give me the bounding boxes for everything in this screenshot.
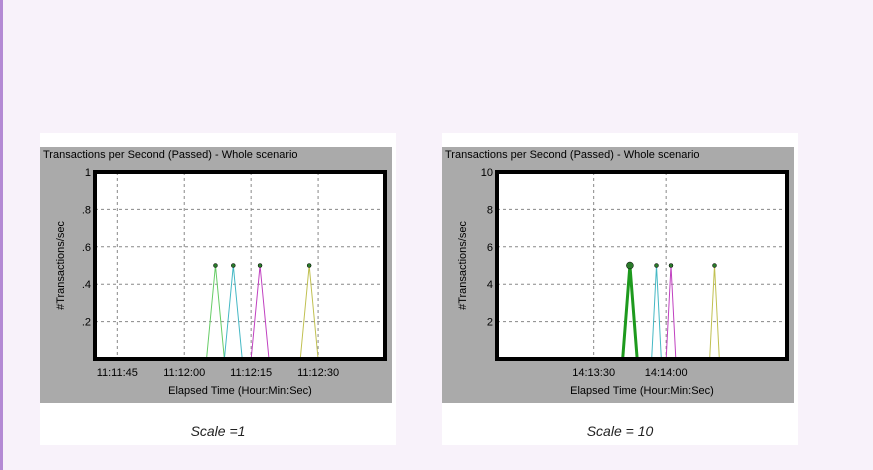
chart-panel: 2 4 6 8 10 14:13:30 14:14:00 Elapsed Time (Hour… xyxy=(442,147,794,403)
x-tick-label: 14:14:00 xyxy=(645,367,688,379)
series-peak-marker xyxy=(654,263,659,268)
left-accent-bar xyxy=(0,0,3,470)
x-axis-label: Elapsed Time (Hour:Min:Sec) xyxy=(168,385,312,397)
chart-panel: .2 .4 .6 .8 1 11:11:45 11:12:00 11:12:15 11:12:3… xyxy=(40,147,392,403)
series-peak-marker xyxy=(257,263,263,268)
chart-title: Transactions per Second (Passed) - Whole… xyxy=(43,149,298,161)
y-tick-label: 4 xyxy=(487,279,493,291)
plot-area xyxy=(497,172,787,359)
chart-plot-scale-10: 2 4 6 8 10 14:13:30 14:14:00 Elapsed Time (Hour… xyxy=(457,167,789,397)
x-tick-label: 14:13:30 xyxy=(572,367,615,379)
series-peak-marker xyxy=(668,263,674,268)
x-tick-label: 11:11:45 xyxy=(97,367,138,379)
chart-title: Transactions per Second (Passed) - Whole… xyxy=(445,149,700,161)
chart-caption: Scale = 10 xyxy=(586,423,654,439)
y-axis-label: #Transactions/sec xyxy=(55,221,67,310)
chart-caption: Scale =1 xyxy=(190,423,246,439)
series-peak-marker xyxy=(306,263,312,268)
y-tick-label: 8 xyxy=(487,204,493,216)
x-tick-label: 11:12:00 xyxy=(163,367,205,379)
y-tick-label: 2 xyxy=(487,317,493,329)
x-tick-label: 11:12:30 xyxy=(297,367,339,379)
y-tick-label: 1 xyxy=(85,167,91,179)
series-peak-marker xyxy=(231,263,236,268)
y-tick-label: 6 xyxy=(487,242,493,254)
plot-frame xyxy=(495,170,789,361)
y-tick-label: .2 xyxy=(82,317,91,329)
y-axis-label: #Transactions/sec xyxy=(457,221,469,310)
series-peak-marker xyxy=(712,263,717,268)
y-tick-label: .6 xyxy=(82,242,91,254)
series-peak-marker xyxy=(626,261,634,270)
y-tick-label: .8 xyxy=(82,204,91,216)
chart-figure-scale-1: .2 .4 .6 .8 1 11:11:45 11:12:00 11:12:15 11:12:3… xyxy=(40,133,396,445)
y-tick-label: 10 xyxy=(481,167,493,179)
series-peak-marker xyxy=(213,263,218,268)
x-tick-label: 11:12:15 xyxy=(230,367,272,379)
plot-frame xyxy=(93,170,387,361)
y-tick-label: .4 xyxy=(82,279,91,291)
x-axis-label: Elapsed Time (Hour:Min:Sec) xyxy=(570,385,714,397)
plot-area xyxy=(95,172,385,359)
chart-figure-scale-10: 2 4 6 8 10 14:13:30 14:14:00 Elapsed Time (Hour… xyxy=(442,133,798,445)
chart-plot-scale-1: .2 .4 .6 .8 1 11:11:45 11:12:00 11:12:15 11:12:3… xyxy=(55,167,387,397)
